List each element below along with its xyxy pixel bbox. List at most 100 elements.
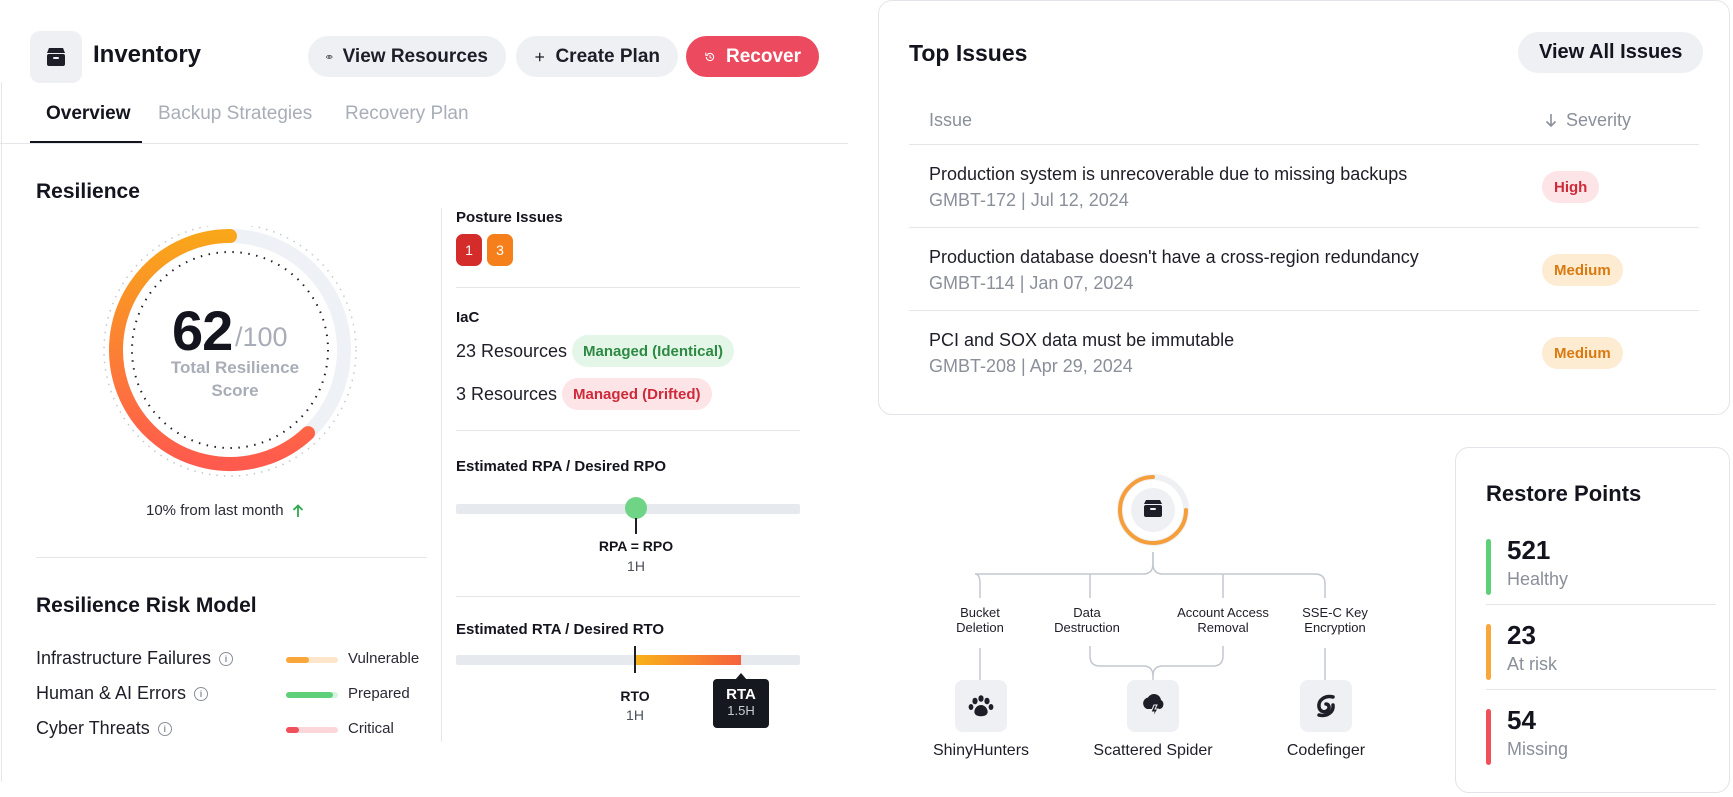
rto-label: RTO: [620, 688, 650, 704]
risk-label: Cyber Threats: [36, 718, 150, 738]
severity-header-label: Severity: [1566, 110, 1632, 130]
restore-points-card: Restore Points 521 Healthy 23 At risk 54…: [1455, 447, 1730, 793]
risk-level: Prepared: [348, 685, 410, 702]
restore-point-stat[interactable]: 54 Missing: [1486, 705, 1716, 789]
critical-issues-badge[interactable]: 1: [456, 234, 482, 266]
restore-point-label: Healthy: [1507, 569, 1569, 589]
inventory-panel: Inventory View Resources Create Plan Rec…: [0, 0, 850, 797]
rta-label: RTA: [726, 686, 756, 703]
tab-recovery-plan[interactable]: Recovery Plan: [345, 103, 469, 124]
view-all-issues-button[interactable]: View All Issues: [1518, 32, 1704, 73]
risk-bar-fill: [286, 727, 299, 733]
rta-tooltip-arrow: [735, 673, 747, 680]
issue-row[interactable]: Production system is unrecoverable due t…: [909, 144, 1699, 227]
hub-progress-arc: [1118, 475, 1188, 545]
issue-title: Production system is unrecoverable due t…: [929, 164, 1408, 184]
view-resources-label: View Resources: [342, 45, 488, 67]
severity-badge: Medium: [1542, 337, 1623, 369]
issue-column-header[interactable]: Issue: [929, 110, 973, 130]
severity-badge: High: [1542, 171, 1600, 203]
risk-level: Vulnerable: [348, 650, 420, 667]
severity-badge: Medium: [1542, 254, 1623, 286]
tab-backup-strategies[interactable]: Backup Strategies: [158, 103, 313, 124]
restore-point-stat[interactable]: 521 Healthy: [1486, 535, 1716, 619]
risk-label-data-destruction: Data Destruction: [1054, 605, 1120, 635]
issue-title: PCI and SOX data must be immutable: [929, 330, 1235, 350]
info-icon[interactable]: i: [194, 686, 209, 701]
issue-row[interactable]: PCI and SOX data must be immutable GMBT-…: [909, 310, 1699, 393]
arrow-down-icon: [1545, 114, 1557, 128]
info-icon[interactable]: i: [219, 651, 234, 666]
create-plan-label: Create Plan: [555, 45, 660, 67]
rta-title: Estimated RTA / Desired RTO: [456, 621, 665, 638]
divider: [456, 287, 800, 288]
rto-value: 1H: [626, 707, 644, 723]
risk-label: Human & AI Errors: [36, 683, 187, 703]
risk-label: Infrastructure Failures: [36, 648, 212, 668]
restore-point-count: 54: [1507, 705, 1536, 735]
swirl-icon[interactable]: [1300, 680, 1352, 732]
issue-meta: GMBT-114 | Jan 07, 2024: [929, 273, 1134, 293]
risk-label-sse-c-key-encryption: SSE-C Key Encryption: [1302, 605, 1368, 635]
rta-tooltip: RTA 1.5H: [713, 679, 769, 728]
posture-issues-title: Posture Issues: [456, 209, 563, 226]
top-issues-title: Top Issues: [909, 40, 1028, 66]
issue-meta: GMBT-208 | Apr 29, 2024: [929, 356, 1133, 376]
risk-bar: [286, 657, 338, 663]
rpa-marker-value: 1H: [627, 558, 645, 574]
risk-model-title: Resilience Risk Model: [36, 594, 257, 617]
divider: [456, 596, 800, 597]
rpa-marker[interactable]: [625, 497, 647, 519]
restore-point-stat[interactable]: 23 At risk: [1486, 620, 1716, 704]
risk-bar: [286, 692, 338, 698]
rta-value: 1.5H: [727, 703, 755, 718]
divider: [1486, 604, 1716, 605]
status-bar: [1486, 624, 1491, 680]
resilience-score-max: /100: [235, 322, 288, 352]
risk-row: Infrastructure Failures i: [36, 648, 234, 669]
issue-row[interactable]: Production database doesn't have a cross…: [909, 227, 1699, 310]
recover-button[interactable]: Recover: [686, 36, 819, 77]
severity-column-header[interactable]: Severity: [1545, 110, 1631, 131]
recover-label: Recover: [726, 45, 801, 67]
rta-overrun-bar: [635, 655, 741, 665]
history-icon: [705, 52, 715, 61]
top-issues-card: Top Issues View All Issues Issue Severit…: [878, 0, 1730, 415]
status-bar: [1486, 709, 1491, 765]
actor-name: ShinyHunters: [932, 742, 1030, 759]
panel-border: [1, 82, 2, 782]
info-icon[interactable]: i: [157, 721, 172, 736]
divider: [36, 557, 427, 558]
paw-icon[interactable]: [955, 680, 1007, 732]
create-plan-button[interactable]: Create Plan: [516, 36, 678, 77]
risk-bar: [286, 727, 338, 733]
resilience-trend: 10% from last month: [146, 502, 304, 519]
active-tab-indicator: [30, 141, 142, 144]
resilience-gauge: [103, 226, 357, 477]
actor-name: Codefinger: [1286, 742, 1366, 759]
restore-point-count: 521: [1507, 535, 1551, 565]
gauge-inner-dots: [131, 251, 329, 449]
high-issues-badge[interactable]: 3: [487, 234, 513, 266]
storm-cloud-icon[interactable]: [1127, 680, 1179, 732]
rto-marker-line: [634, 646, 636, 673]
divider: [456, 430, 800, 431]
tab-overview[interactable]: Overview: [46, 103, 131, 124]
issue-title: Production database doesn't have a cross…: [929, 247, 1419, 267]
arrow-up-icon: [292, 503, 303, 517]
resilience-title: Resilience: [36, 180, 140, 203]
box-icon: [30, 31, 82, 83]
status-bar: [1486, 539, 1491, 595]
restore-point-label: Missing: [1507, 739, 1569, 759]
issue-meta: GMBT-172 | Jul 12, 2024: [929, 190, 1129, 210]
tab-divider: [0, 143, 848, 144]
restore-point-count: 23: [1507, 620, 1536, 650]
gauge-progress-arc: [109, 229, 316, 471]
rpa-marker-line: [635, 518, 637, 534]
view-resources-button[interactable]: View Resources: [308, 36, 506, 77]
actor-name: Scattered Spider: [1093, 742, 1213, 759]
column-divider: [441, 208, 442, 742]
rpa-title: Estimated RPA / Desired RPO: [456, 458, 667, 475]
restore-point-label: At risk: [1507, 654, 1558, 674]
box-icon: [1144, 500, 1162, 517]
